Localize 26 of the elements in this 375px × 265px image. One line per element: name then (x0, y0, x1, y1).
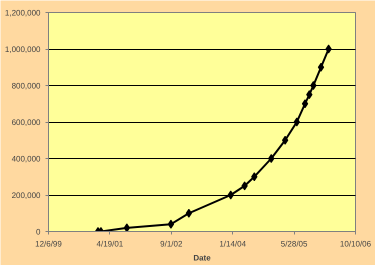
x-axis-title: Date (193, 254, 212, 262)
point (124, 223, 130, 232)
point (241, 181, 248, 190)
y-tick-label: 1,000,000 (4, 45, 42, 54)
y-tick-label: 0 (36, 228, 42, 236)
y-tick-label: 600,000 (12, 118, 42, 127)
x-tick-label: 5/28/05 (280, 240, 308, 248)
point (268, 154, 274, 163)
x-tick-label: 12/6/99 (35, 240, 62, 248)
x-tick-label: 1/14/04 (219, 240, 247, 248)
x-tick-label: 9/1/02 (160, 240, 183, 248)
point (282, 136, 288, 145)
point (310, 81, 317, 90)
y-tick-label: 1,200,000 (4, 8, 42, 18)
y-tick-label: 200,000 (12, 191, 42, 200)
point (318, 62, 324, 72)
point (302, 99, 308, 108)
point (294, 118, 300, 126)
point (168, 220, 174, 229)
y-tick-label: 400,000 (12, 154, 42, 164)
point (186, 208, 192, 218)
x-tick-label: 4/19/01 (96, 240, 124, 248)
point (228, 190, 234, 200)
x-tick-label: 10/10/06 (340, 240, 372, 248)
point (325, 44, 332, 54)
y-tick-label: 800,000 (12, 82, 42, 90)
